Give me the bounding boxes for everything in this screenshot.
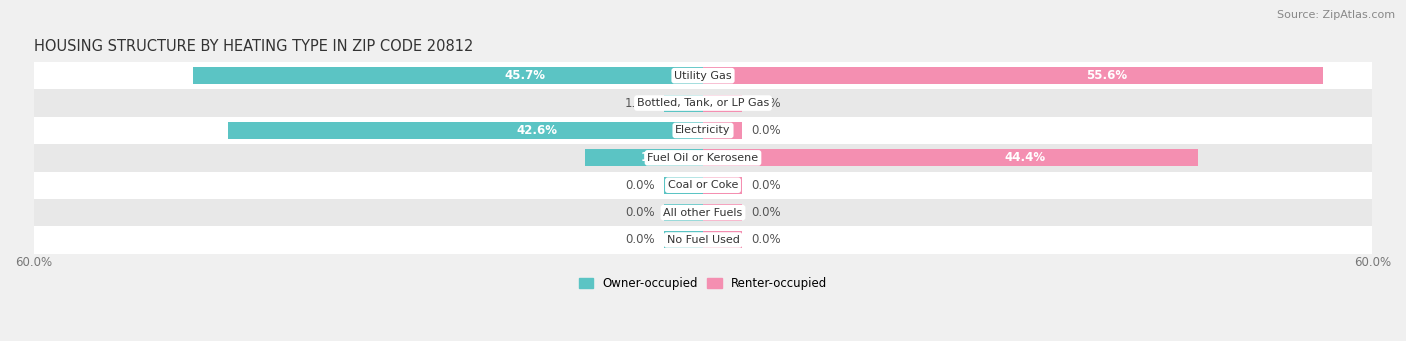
Bar	[34, 117, 1372, 144]
Bar	[664, 232, 703, 249]
Text: 45.7%: 45.7%	[503, 69, 546, 82]
Bar	[34, 89, 1372, 117]
Text: All other Fuels: All other Fuels	[664, 208, 742, 218]
Text: No Fuel Used: No Fuel Used	[666, 235, 740, 245]
Text: 44.4%: 44.4%	[1004, 151, 1046, 164]
Text: Bottled, Tank, or LP Gas: Bottled, Tank, or LP Gas	[637, 98, 769, 108]
Bar	[228, 122, 703, 139]
Text: 0.0%: 0.0%	[751, 97, 780, 109]
Legend: Owner-occupied, Renter-occupied: Owner-occupied, Renter-occupied	[579, 277, 827, 290]
Text: HOUSING STRUCTURE BY HEATING TYPE IN ZIP CODE 20812: HOUSING STRUCTURE BY HEATING TYPE IN ZIP…	[34, 39, 472, 54]
Text: 10.6%: 10.6%	[641, 151, 682, 164]
Bar	[34, 172, 1372, 199]
Bar	[664, 204, 703, 221]
Text: Electricity: Electricity	[675, 125, 731, 135]
Text: Coal or Coke: Coal or Coke	[668, 180, 738, 190]
Bar	[703, 232, 742, 249]
Bar	[664, 94, 703, 112]
Bar	[703, 177, 742, 194]
Bar	[703, 94, 742, 112]
Bar	[34, 199, 1372, 226]
Bar	[193, 67, 703, 84]
Text: 0.0%: 0.0%	[751, 179, 780, 192]
Text: 0.0%: 0.0%	[751, 124, 780, 137]
Bar	[703, 67, 1323, 84]
Text: 1.1%: 1.1%	[626, 97, 655, 109]
Text: 0.0%: 0.0%	[751, 234, 780, 247]
Text: 0.0%: 0.0%	[626, 179, 655, 192]
Bar	[703, 204, 742, 221]
Text: Fuel Oil or Kerosene: Fuel Oil or Kerosene	[647, 153, 759, 163]
Text: 0.0%: 0.0%	[626, 234, 655, 247]
Text: 42.6%: 42.6%	[516, 124, 557, 137]
Bar	[703, 122, 742, 139]
Text: 55.6%: 55.6%	[1085, 69, 1126, 82]
Text: 0.0%: 0.0%	[626, 206, 655, 219]
Text: Utility Gas: Utility Gas	[675, 71, 731, 81]
Text: 0.0%: 0.0%	[751, 206, 780, 219]
Bar	[34, 62, 1372, 89]
Bar	[585, 149, 703, 166]
Text: Source: ZipAtlas.com: Source: ZipAtlas.com	[1277, 10, 1395, 20]
Bar	[34, 226, 1372, 254]
Bar	[34, 144, 1372, 172]
Bar	[664, 177, 703, 194]
Bar	[703, 149, 1198, 166]
